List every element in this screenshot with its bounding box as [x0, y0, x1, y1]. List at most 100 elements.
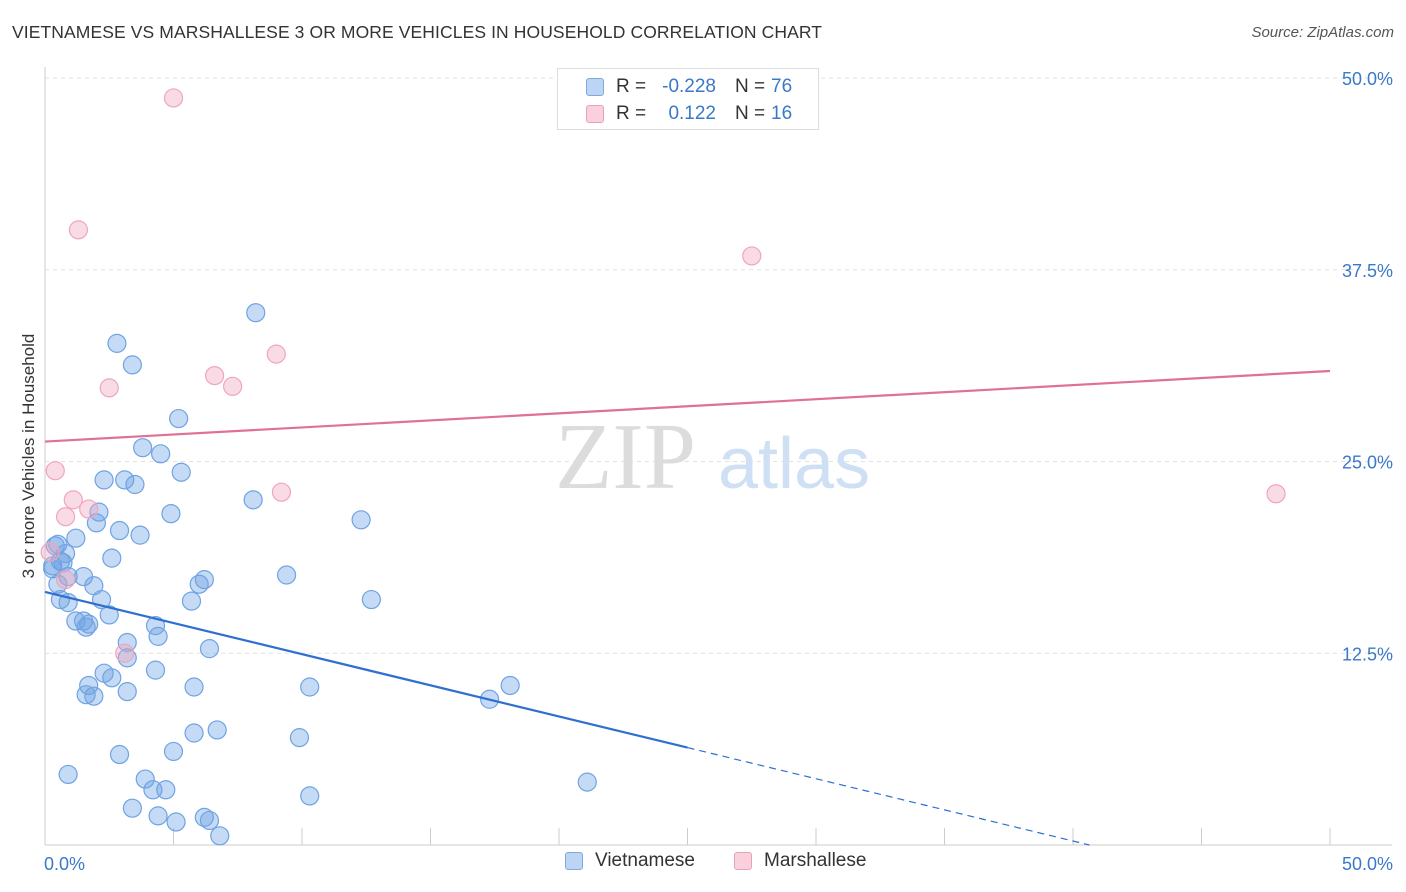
watermark-zip: ZIP: [555, 405, 696, 509]
data-point-vietnamese: [53, 553, 73, 573]
legend-swatch-marshallese: [734, 852, 752, 870]
data-point-vietnamese: [102, 668, 122, 688]
data-point-vietnamese: [58, 764, 78, 785]
watermark-atlas: atlas: [718, 424, 870, 504]
data-point-marshallese: [63, 490, 83, 510]
stats-swatch-marshallese: [586, 105, 604, 123]
data-point-vietnamese: [76, 685, 96, 705]
stats-row-vietnamese: R = -0.228 N = 76: [558, 74, 820, 100]
data-point-vietnamese: [169, 408, 189, 429]
data-point-vietnamese: [43, 559, 63, 579]
data-point-vietnamese: [109, 744, 130, 765]
legend-label-marshallese: Marshallese: [764, 850, 867, 871]
data-point-vietnamese: [145, 660, 166, 680]
y-tick-label: 50.0%: [1342, 69, 1393, 89]
data-point-marshallese: [68, 220, 89, 240]
data-point-vietnamese: [500, 675, 520, 696]
data-point-vietnamese: [115, 470, 135, 490]
data-point-vietnamese: [122, 798, 142, 818]
data-point-vietnamese: [199, 639, 220, 659]
y-tick-label: 12.5%: [1342, 644, 1393, 664]
data-point-vietnamese: [148, 626, 168, 646]
data-point-vietnamese: [243, 490, 263, 510]
stats-legend: R = -0.228 N = 76 R = 0.122 N = 16: [557, 68, 819, 130]
data-point-marshallese: [266, 344, 286, 364]
data-point-vietnamese: [166, 812, 186, 832]
data-point-vietnamese: [156, 780, 176, 800]
data-point-vietnamese: [102, 548, 122, 568]
x-tick-label: 50.0%: [1342, 854, 1393, 874]
data-point-vietnamese: [94, 470, 114, 490]
data-point-vietnamese: [133, 438, 153, 458]
data-point-marshallese: [742, 246, 762, 266]
tick-labels: 12.5% 25.0% 37.5% 50.0% 0.0% 50.0%: [44, 69, 1393, 874]
data-point-marshallese: [45, 461, 65, 481]
data-point-vietnamese: [276, 565, 297, 585]
data-point-vietnamese: [163, 741, 184, 762]
data-point-marshallese: [55, 507, 76, 527]
data-point-vietnamese: [300, 677, 320, 697]
data-point-marshallese: [55, 570, 76, 590]
trend-line-marshallese: [44, 369, 1331, 443]
data-points: [40, 88, 1286, 846]
legend-item-marshallese: Marshallese: [734, 850, 866, 872]
y-axis-label: 3 or more Vehicles in Household: [19, 334, 38, 579]
stats-swatch-vietnamese: [586, 78, 604, 96]
legend-label-vietnamese: Vietnamese: [595, 850, 695, 871]
gridlines: [45, 77, 1392, 654]
data-point-vietnamese: [109, 520, 130, 541]
data-point-vietnamese: [135, 769, 155, 789]
data-point-vietnamese: [76, 617, 96, 637]
data-point-vietnamese: [79, 614, 99, 634]
r-label: R =: [616, 103, 647, 124]
legend-swatch-vietnamese: [565, 852, 583, 870]
data-point-marshallese: [1266, 484, 1286, 504]
data-point-vietnamese: [161, 504, 181, 524]
watermark: ZIP atlas: [555, 405, 870, 509]
n-value: 16: [771, 103, 793, 124]
chart-title: VIETNAMESE VS MARSHALLESE 3 OR MORE VEHI…: [12, 22, 823, 42]
data-point-vietnamese: [351, 510, 371, 530]
data-point-vietnamese: [184, 677, 204, 697]
data-point-vietnamese: [181, 591, 202, 611]
trend-line-extension-vietnamese: [687, 747, 1090, 846]
r-value: 0.122: [668, 103, 716, 124]
n-value: 76: [771, 76, 793, 97]
data-point-vietnamese: [199, 810, 220, 831]
data-point-vietnamese: [194, 807, 214, 827]
data-point-vietnamese: [48, 534, 68, 554]
trend-line-vietnamese: [44, 590, 688, 749]
n-label: N =: [735, 76, 766, 97]
x-tick-label: 0.0%: [44, 854, 85, 874]
source-label: Source: ZipAtlas.com: [1251, 24, 1394, 41]
data-point-vietnamese: [151, 444, 171, 464]
data-point-marshallese: [163, 88, 184, 108]
data-point-vietnamese: [117, 681, 137, 702]
series-legend: Vietnamese Marshallese: [0, 850, 1406, 880]
data-point-vietnamese: [171, 462, 191, 482]
y-tick-label: 25.0%: [1342, 453, 1393, 473]
data-point-marshallese: [79, 499, 99, 519]
y-tick-label: 37.5%: [1342, 261, 1393, 281]
data-point-vietnamese: [246, 303, 266, 323]
n-label: N =: [735, 103, 766, 124]
data-point-vietnamese: [148, 806, 168, 826]
data-point-vietnamese: [99, 605, 119, 625]
axes: [44, 67, 1392, 846]
data-point-vietnamese: [194, 570, 214, 590]
data-point-vietnamese: [210, 826, 230, 846]
data-point-vietnamese: [107, 333, 127, 353]
data-point-vietnamese: [84, 686, 104, 706]
data-point-marshallese: [205, 365, 225, 386]
legend-item-vietnamese: Vietnamese: [565, 850, 695, 872]
r-value: -0.228: [662, 76, 716, 97]
data-point-vietnamese: [122, 355, 142, 375]
data-point-vietnamese: [289, 728, 310, 748]
trend-lines: [44, 369, 1331, 846]
data-point-marshallese: [115, 643, 135, 663]
data-point-vietnamese: [577, 772, 597, 792]
data-point-marshallese: [271, 482, 292, 502]
data-point-vietnamese: [66, 528, 86, 548]
data-point-vietnamese: [300, 786, 320, 806]
